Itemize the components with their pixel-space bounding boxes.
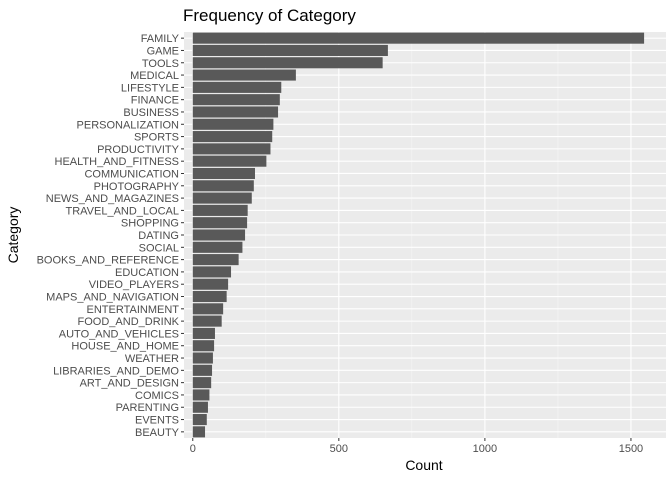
bar-medical: [192, 69, 296, 81]
y-tick-label: BEAUTY: [135, 427, 180, 439]
y-tick-label: NEWS_AND_MAGAZINES: [46, 193, 179, 205]
bar-entertainment: [192, 303, 224, 315]
y-tick-label: AUTO_AND_VEHICLES: [59, 328, 179, 340]
y-tick-label: TRAVEL_AND_LOCAL: [65, 205, 179, 217]
bar-game: [192, 44, 388, 56]
y-tick-label: HEALTH_AND_FITNESS: [55, 156, 180, 168]
x-tick-label: 0: [190, 443, 196, 455]
bar-education: [192, 266, 232, 278]
y-tick-label: LIBRARIES_AND_DEMO: [53, 365, 179, 377]
y-axis-title: Category: [5, 207, 21, 264]
y-tick-label: VIDEO_PLAYERS: [89, 279, 179, 291]
bar-finance: [192, 94, 280, 106]
chart-title: Frequency of Category: [183, 6, 356, 25]
bar-sports: [192, 131, 273, 143]
y-tick-label: DATING: [138, 230, 179, 242]
y-tick-label: BOOKS_AND_REFERENCE: [37, 255, 179, 267]
y-tick-label: BUSINESS: [123, 107, 179, 119]
y-tick-label: SHOPPING: [121, 218, 179, 230]
y-tick-label: WEATHER: [125, 353, 179, 365]
y-tick-label: ART_AND_DESIGN: [80, 378, 179, 390]
bar-news_and_magazines: [192, 192, 252, 204]
bar-tools: [192, 57, 383, 69]
x-tick-label: 1500: [619, 443, 643, 455]
y-tick-label: PERSONALIZATION: [77, 119, 180, 131]
bar-house_and_home: [192, 340, 215, 352]
x-tick-label: 500: [330, 443, 348, 455]
y-tick-label: LIFESTYLE: [121, 82, 179, 94]
bar-comics: [192, 389, 210, 401]
y-tick-label: ENTERTAINMENT: [87, 304, 180, 316]
bar-lifestyle: [192, 81, 282, 93]
y-tick-label: TOOLS: [142, 58, 179, 70]
y-tick-label: PHOTOGRAPHY: [94, 181, 180, 193]
bar-food_and_drink: [192, 315, 222, 327]
bar-family: [192, 32, 645, 44]
bar-business: [192, 106, 279, 118]
x-axis-title: Count: [405, 457, 442, 473]
bar-parenting: [192, 401, 208, 413]
bar-productivity: [192, 143, 271, 155]
bar-dating: [192, 229, 246, 241]
bar-video_players: [192, 278, 229, 290]
bar-art_and_design: [192, 377, 212, 389]
x-tick-label: 1000: [473, 443, 497, 455]
y-tick-label: PARENTING: [116, 402, 179, 414]
y-tick-label: PRODUCTIVITY: [97, 144, 180, 156]
y-tick-label: SPORTS: [134, 132, 179, 144]
bars: [192, 32, 645, 438]
bar-auto_and_vehicles: [192, 327, 215, 339]
y-tick-label: EVENTS: [135, 415, 179, 427]
y-tick-label: MAPS_AND_NAVIGATION: [46, 292, 179, 304]
y-tick-label: HOUSE_AND_HOME: [71, 341, 179, 353]
y-tick-label: FOOD_AND_DRINK: [78, 316, 180, 328]
bar-photography: [192, 180, 254, 192]
y-axis: FAMILYGAMETOOLSMEDICALLIFESTYLEFINANCEBU…: [37, 33, 184, 439]
bar-books_and_reference: [192, 254, 239, 266]
y-tick-label: SOCIAL: [139, 242, 179, 254]
bar-events: [192, 414, 207, 426]
bar-weather: [192, 352, 213, 364]
y-tick-label: EDUCATION: [115, 267, 179, 279]
bar-libraries_and_demo: [192, 364, 213, 376]
bar-health_and_fitness: [192, 155, 267, 167]
y-tick-label: MEDICAL: [130, 70, 179, 82]
bar-social: [192, 241, 243, 253]
y-tick-label: GAME: [147, 45, 179, 57]
y-tick-label: COMICS: [135, 390, 179, 402]
y-tick-label: FINANCE: [131, 95, 179, 107]
x-axis: 0 500 1000 1500: [190, 438, 643, 455]
bar-travel_and_local: [192, 204, 248, 216]
bar-communication: [192, 167, 255, 180]
bar-beauty: [192, 426, 206, 438]
bar-maps_and_navigation: [192, 290, 227, 303]
y-tick-label: COMMUNICATION: [84, 168, 179, 180]
y-tick-label: FAMILY: [141, 33, 180, 45]
bar-personalization: [192, 118, 274, 130]
bar-shopping: [192, 217, 248, 229]
